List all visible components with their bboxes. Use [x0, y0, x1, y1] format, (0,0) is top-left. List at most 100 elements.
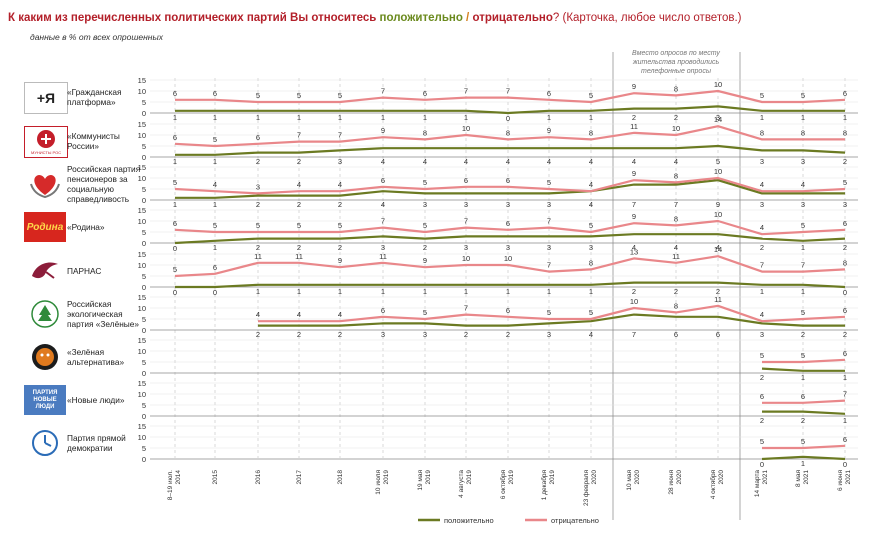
y-tick-label: 0 — [142, 196, 146, 205]
negative-data-label: 10 — [462, 124, 470, 133]
negative-series-line — [174, 219, 846, 236]
x-tick-label: 28 июня2020 — [668, 470, 683, 495]
positive-data-label: 2 — [632, 287, 636, 296]
y-tick-label: 15 — [138, 336, 146, 345]
negative-data-label: 14 — [714, 115, 722, 124]
negative-data-label: 8 — [843, 258, 847, 267]
negative-data-label: 6 — [506, 219, 510, 228]
positive-data-label: 3 — [423, 200, 427, 209]
negative-data-label: 5 — [338, 91, 342, 100]
title-positive: положительно — [379, 12, 463, 24]
positive-data-label: 1 — [506, 287, 510, 296]
negative-data-label: 6 — [547, 89, 551, 98]
positive-data-label: 3 — [801, 200, 805, 209]
negative-data-label: 5 — [256, 91, 260, 100]
negative-data-label: 3 — [256, 182, 260, 191]
negative-data-label: 10 — [630, 297, 638, 306]
y-tick-label: 0 — [142, 412, 146, 421]
negative-data-label: 10 — [672, 124, 680, 133]
positive-data-label: 1 — [843, 416, 847, 425]
zelenye-logo — [24, 299, 66, 329]
negative-data-label: 8 — [423, 128, 427, 137]
x-tick-label: 23 февраля2020 — [583, 470, 598, 506]
positive-data-label: 1 — [843, 373, 847, 382]
negative-data-label: 5 — [801, 351, 805, 360]
positive-data-label: 3 — [547, 330, 551, 339]
positive-data-label: 1 — [801, 459, 805, 468]
positive-data-label: 1 — [338, 287, 342, 296]
grazhdanskaya-platforma-logo: +Я — [24, 82, 68, 114]
party-name: Российская партия пенсионеров за социаль… — [67, 164, 141, 204]
y-tick-label: 10 — [138, 347, 146, 356]
negative-data-label: 4 — [213, 180, 217, 189]
y-tick-label: 5 — [142, 401, 146, 410]
positive-data-label: 3 — [760, 157, 764, 166]
negative-data-label: 7 — [338, 131, 342, 140]
positive-series-line — [175, 144, 846, 156]
negative-data-label: 11 — [630, 122, 638, 131]
negative-data-label: 6 — [464, 176, 468, 185]
zelenaya-alternativa-logo — [24, 342, 66, 372]
negative-data-label: 8 — [674, 171, 678, 180]
positive-data-label: 3 — [381, 330, 385, 339]
positive-data-label: 4 — [381, 200, 385, 209]
title-negative: отрицательно — [472, 12, 553, 24]
positive-data-label: 2 — [423, 243, 427, 252]
positive-data-label: 0 — [843, 460, 847, 469]
negative-data-label: 5 — [256, 221, 260, 230]
y-tick-label: 10 — [138, 174, 146, 183]
title-slash: / — [462, 12, 473, 24]
negative-data-label: 7 — [506, 87, 510, 96]
positive-data-label: 2 — [801, 416, 805, 425]
positive-data-label: 2 — [297, 157, 301, 166]
positive-data-label: 3 — [843, 200, 847, 209]
y-tick-label: 0 — [142, 239, 146, 248]
positive-data-label: 1 — [173, 200, 177, 209]
negative-data-label: 10 — [462, 254, 470, 263]
x-tick-label: 4 октября2020 — [709, 470, 725, 500]
negative-data-label: 5 — [423, 221, 427, 230]
negative-data-label: 6 — [843, 349, 847, 358]
negative-data-label: 10 — [714, 210, 722, 219]
negative-data-label: 5 — [589, 221, 593, 230]
positive-data-label: 1 — [256, 113, 260, 122]
y-tick-label: 0 — [142, 283, 146, 292]
positive-data-label: 2 — [256, 330, 260, 339]
positive-data-label: 1 — [173, 113, 177, 122]
positive-data-label: 3 — [547, 243, 551, 252]
positive-series-line — [258, 313, 845, 327]
negative-series-line — [175, 89, 846, 104]
x-tick-label: 8–19 июл.2014 — [167, 470, 182, 501]
negative-data-label: 8 — [589, 128, 593, 137]
y-tick-label: 15 — [138, 293, 146, 302]
negative-data-label: 9 — [338, 256, 342, 265]
positive-data-label: 4 — [589, 330, 593, 339]
x-tick-label: 6 октября2019 — [499, 470, 515, 500]
x-tick-label: 2016 — [255, 470, 262, 485]
x-tick-label: 6 июня2021 — [837, 470, 852, 492]
negative-data-label: 6 — [843, 435, 847, 444]
positive-data-label: 1 — [256, 287, 260, 296]
negative-data-label: 4 — [801, 180, 805, 189]
negative-data-label: 10 — [714, 80, 722, 89]
negative-data-label: 8 — [506, 128, 510, 137]
negative-data-label: 6 — [506, 306, 510, 315]
positive-data-label: 4 — [632, 157, 636, 166]
negative-data-label: 5 — [801, 437, 805, 446]
positive-data-label: 2 — [760, 416, 764, 425]
negative-data-label: 8 — [674, 301, 678, 310]
negative-data-label: 6 — [843, 219, 847, 228]
negative-data-label: 8 — [674, 84, 678, 93]
negative-data-label: 8 — [801, 128, 805, 137]
negative-series-line — [762, 444, 846, 450]
positive-data-label: 0 — [213, 288, 217, 297]
positive-data-label: 3 — [760, 200, 764, 209]
chart-subtitle: данные в % от всех опрошенных — [30, 32, 163, 42]
y-tick-label: 10 — [138, 217, 146, 226]
negative-data-label: 4 — [338, 310, 342, 319]
negative-data-label: 5 — [297, 91, 301, 100]
x-tick-label: 14 марта2021 — [754, 470, 769, 498]
positive-data-label: 6 — [674, 330, 678, 339]
negative-data-label: 5 — [760, 351, 764, 360]
